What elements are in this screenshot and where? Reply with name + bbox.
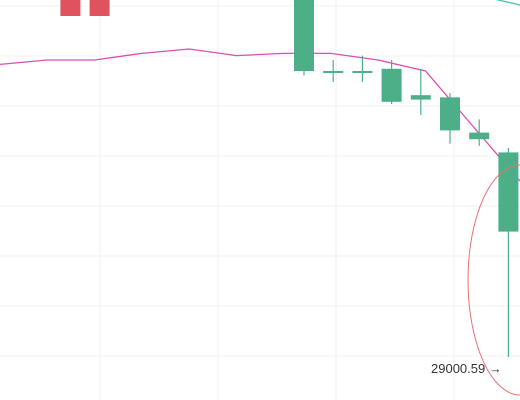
bollinger-bands	[0, 0, 520, 182]
candle-body	[352, 71, 373, 73]
candle-body	[410, 95, 431, 100]
candle	[440, 93, 460, 144]
candle-body	[60, 0, 81, 16]
candle	[294, 0, 314, 76]
candle	[381, 60, 402, 104]
candle-body	[381, 68, 402, 102]
candle-body	[89, 0, 110, 16]
candles	[60, 0, 519, 357]
candle	[469, 119, 490, 146]
highlight-circle	[467, 164, 520, 396]
band-lower	[0, 48, 520, 182]
candle-body	[469, 132, 490, 140]
candle	[323, 60, 344, 82]
candle-body	[323, 71, 344, 73]
low-price-label: 29000.59 →	[431, 361, 502, 376]
candle-body	[440, 97, 460, 131]
candle	[498, 148, 519, 357]
candle-body	[294, 0, 314, 71]
candle	[410, 68, 431, 115]
candle	[352, 55, 373, 82]
candle-body	[498, 152, 519, 232]
candle	[60, 0, 81, 16]
candle	[89, 0, 110, 16]
